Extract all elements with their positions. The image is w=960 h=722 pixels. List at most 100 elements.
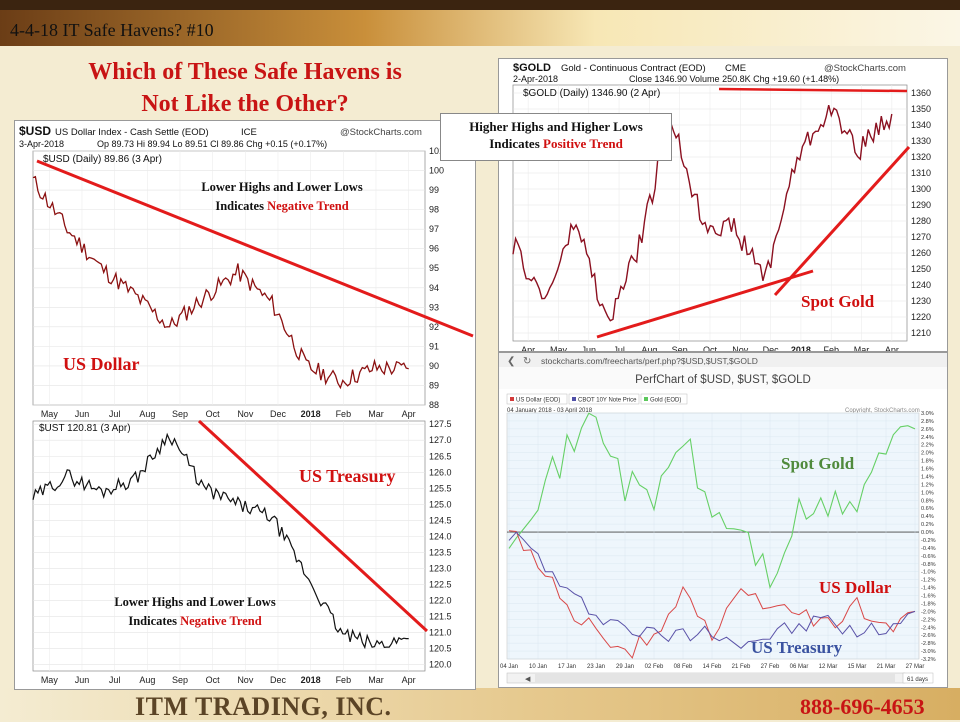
perf-ytick-label: 2.6% — [921, 427, 934, 433]
gold-series-label: Spot Gold — [801, 292, 875, 311]
perf-ytick-label: 1.6% — [921, 467, 934, 473]
gold-ytick-label: 1320 — [911, 152, 931, 162]
gold-ytick-label: 1350 — [911, 104, 931, 114]
perf-ytick-label: 0.8% — [921, 498, 934, 504]
perf-ytick-label: -2.4% — [921, 625, 936, 631]
perf-ytick-label: -1.4% — [921, 586, 936, 592]
gold-svg: $GOLD Gold - Continuous Contract (EOD) C… — [512, 62, 931, 351]
gold-xtick-label: Apr — [521, 345, 535, 351]
usd-callout-line2: Indicates Negative Trend — [215, 199, 348, 213]
ust-xtick-label: Mar — [368, 675, 384, 685]
footer-band — [0, 688, 960, 720]
perf-label-dollar: US Dollar — [819, 578, 892, 597]
headline: Which of These Safe Havens is Not Like t… — [30, 56, 460, 120]
browser-back-icon[interactable]: ❮ — [507, 356, 515, 367]
usd-yticks: 88 89 90 91 92 93 94 95 96 97 98 99 100 101 — [429, 146, 444, 410]
ust-ytick-label: 125.0 — [429, 499, 452, 509]
perf-ytick-label: 2.2% — [921, 443, 934, 449]
ust-xtick-label: Dec — [270, 675, 287, 685]
usd-xtick-label: Mar — [368, 409, 384, 419]
gold-trend-line-2 — [773, 145, 911, 297]
perf-period[interactable]: 61 days — [907, 677, 928, 683]
perf-ytick-label: 0.4% — [921, 514, 934, 520]
usd-xtick-label: Jul — [109, 409, 121, 419]
ust-ytick-label: 122.0 — [429, 595, 452, 605]
gold-ytick-label: 1340 — [911, 120, 931, 130]
perf-ytick-label: 0.0% — [921, 530, 934, 536]
ust-callout-emph: Negative Trend — [180, 614, 262, 628]
perf-legend-dollar: US Dollar (EOD) — [516, 398, 560, 404]
usd-xtick-label: Jun — [75, 409, 90, 419]
browser-reload-icon[interactable]: ↻ — [523, 356, 531, 367]
perf-ytick-label: -0.4% — [921, 546, 936, 552]
perf-legend-gold: Gold (EOD) — [650, 398, 681, 404]
gold-xtick-label: Dec — [763, 345, 780, 351]
perf-xtick-label: 27 Mar — [906, 664, 925, 670]
gold-xtick-label: Apr — [885, 345, 899, 351]
usd-xtick-label: 2018 — [301, 409, 321, 419]
perf-plot-bg — [506, 412, 920, 660]
gold-xtick-label: Jun — [582, 345, 597, 351]
perf-ytick-label: 0.2% — [921, 522, 934, 528]
gold-yticks: 1210 1220 1230 1240 1250 1260 1270 1280 1290 1300… — [911, 88, 931, 338]
usd-xtick-label: Aug — [139, 409, 155, 419]
perf-xtick-label: 12 Mar — [819, 664, 838, 670]
perf-xtick-label: 02 Feb — [645, 664, 664, 670]
perf-ytick-label: 2.8% — [921, 419, 934, 425]
perf-scroll-left-icon[interactable]: ◀ — [525, 676, 531, 683]
perf-ytick-label: -3.0% — [921, 649, 936, 655]
usd-ytick-label: 91 — [429, 341, 439, 351]
gold-ytick-label: 1360 — [911, 88, 931, 98]
perf-xtick-label: 21 Feb — [732, 664, 751, 670]
gold-xtick-label: Nov — [732, 345, 749, 351]
perf-scroll-thumb[interactable] — [535, 674, 895, 682]
gold-watermark: @StockCharts.com — [824, 63, 906, 74]
perf-xtick-label: 14 Feb — [703, 664, 722, 670]
perf-ytick-label: 1.0% — [921, 490, 934, 496]
ust-xtick-label: Apr — [402, 675, 416, 685]
gold-callout-emph: Positive Trend — [543, 136, 623, 151]
perf-grid — [507, 412, 919, 660]
usd-legend: $USD (Daily) 89.86 (3 Apr) — [43, 154, 162, 165]
usd-watermark: @StockCharts.com — [340, 127, 422, 138]
gold-xtick-label: 2018 — [791, 345, 811, 351]
perf-period-box[interactable] — [902, 672, 934, 684]
headline-line2: Not Like the Other? — [141, 91, 349, 117]
usd-ytick-label: 95 — [429, 263, 439, 273]
ust-ytick-label: 124.0 — [429, 531, 452, 541]
ust-xticks: May Jun Jul Aug Sep Oct Nov Dec 2018 Feb Mar Apr — [41, 675, 416, 685]
perf-line-gold — [508, 412, 916, 590]
usd-xtick-label: Oct — [206, 409, 221, 419]
headline-line1: Which of These Safe Havens is — [88, 59, 402, 85]
perf-title: PerfChart of $USD, $UST, $GOLD — [635, 374, 811, 386]
company-name: ITM TRADING, INC. — [135, 692, 392, 721]
perf-ytick-label: -2.2% — [921, 617, 936, 623]
usd-exchange: ICE — [241, 127, 257, 138]
perf-xtick-label: 21 Mar — [877, 664, 896, 670]
usd-ytick-label: 88 — [429, 400, 439, 410]
gold-xtick-label: May — [550, 345, 568, 351]
perf-ytick-label: -0.6% — [921, 554, 936, 560]
gold-stats: Close 1346.90 Volume 250.8K Chg +19.60 (… — [629, 74, 839, 84]
perf-ytick-label: -0.8% — [921, 562, 936, 568]
perf-svg: ❮ ↻ stockcharts.com/freecharts/perf.php?… — [499, 353, 947, 684]
gold-xtick-label: Jul — [613, 345, 625, 351]
usd-ytick-label: 101 — [429, 146, 444, 156]
perf-ytick-label: -1.0% — [921, 570, 936, 576]
gold-ytick-label: 1270 — [911, 232, 931, 242]
perf-ytick-label: 2.0% — [921, 451, 934, 457]
ust-xtick-label: Nov — [237, 675, 254, 685]
ust-callout-line2: Indicates Negative Trend — [128, 614, 261, 628]
perf-ytick-label: 3.0% — [921, 411, 934, 417]
browser-url[interactable]: stockcharts.com/freecharts/perf.php?$USD… — [541, 356, 758, 366]
perf-line-treasury — [508, 531, 916, 649]
usd-ytick-label: 100 — [429, 166, 444, 176]
gold-callout-line2: Indicates Positive Trend — [441, 135, 671, 152]
ust-xtick-label: 2018 — [301, 675, 321, 685]
gold-ytick-label: 1230 — [911, 296, 931, 306]
perf-legend-swatch-gold — [644, 397, 648, 401]
ust-xtick-label: Jun — [75, 675, 90, 685]
gold-xtick-label: Feb — [823, 345, 839, 351]
usd-plot-frame — [32, 150, 426, 406]
ust-ytick-label: 120.0 — [429, 660, 452, 670]
